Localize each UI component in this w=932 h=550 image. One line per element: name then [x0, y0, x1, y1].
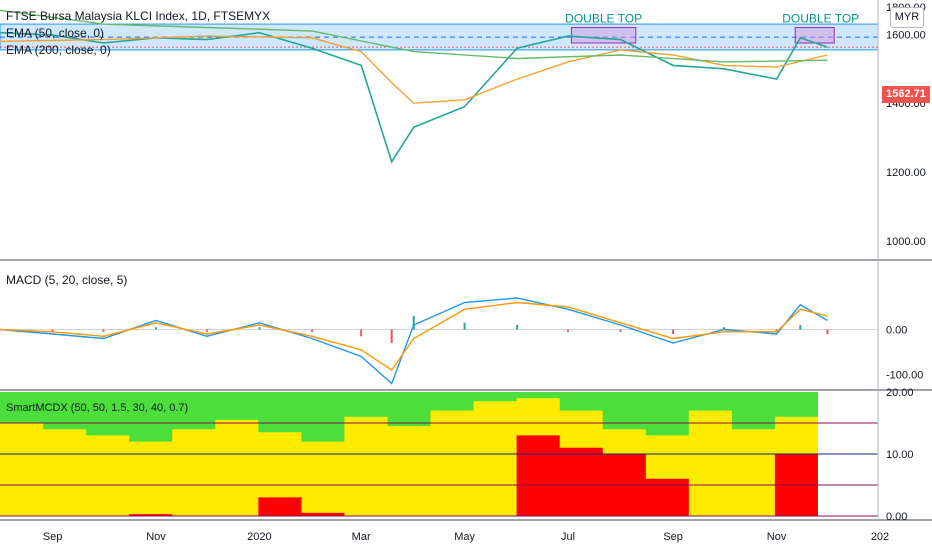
- macd-histogram-bar: [775, 329, 778, 332]
- x-tick-label: 2020: [247, 531, 271, 543]
- x-tick-label: Sep: [663, 531, 683, 543]
- y-tick-label: 1600.00: [886, 29, 926, 41]
- double-top-box: [794, 27, 835, 44]
- y-tick-label: -100.00: [886, 370, 923, 382]
- macd-histogram-bar: [51, 329, 54, 332]
- last-price-tag: 1562.71: [882, 86, 930, 103]
- double-top-label: DOUBLE TOP: [565, 12, 642, 26]
- x-tick-label: May: [454, 531, 475, 543]
- study-ema50: EMA (50, close, 0): [6, 26, 105, 40]
- macd-histogram-bar: [799, 325, 802, 330]
- macd-histogram-bar: [310, 329, 313, 332]
- macd-histogram-bar: [360, 329, 363, 337]
- currency-button[interactable]: MYR: [890, 7, 924, 28]
- macd-histogram-bar: [672, 329, 675, 334]
- macd-line: [0, 297, 828, 385]
- price-pane: DOUBLE TOP DOUBLE TOP: [0, 9, 879, 164]
- macd-histogram-bar: [516, 325, 519, 330]
- y-tick-label: 0.00: [886, 511, 907, 523]
- mcdx-red-area: [0, 435, 818, 516]
- macd-histogram-bar: [463, 322, 466, 330]
- macd-pane: [0, 297, 878, 385]
- macd-histogram-bar: [412, 316, 415, 330]
- x-tick-label: 202: [871, 531, 889, 543]
- macd-histogram-bar: [154, 327, 157, 330]
- x-tick-label: Jul: [561, 531, 575, 543]
- ema50-line: [0, 35, 828, 104]
- chart-title: FTSE Bursa Malaysia KLCI Index, 1D, FTSE…: [6, 9, 271, 23]
- x-tick-label: Nov: [146, 531, 166, 543]
- double-top-box: [570, 27, 637, 44]
- macd-histogram-bar: [567, 329, 570, 332]
- macd-histogram-bar: [619, 329, 622, 332]
- macd-title: MACD (5, 20, close, 5): [6, 273, 128, 287]
- y-tick-label: 20.00: [886, 387, 914, 399]
- study-ema200: EMA (200, close, 0): [6, 43, 111, 57]
- macd-histogram-bar: [826, 329, 829, 334]
- y-tick-label: 0.00: [886, 325, 907, 337]
- macd-histogram-bar: [390, 329, 393, 343]
- macd-histogram-bar: [258, 327, 261, 330]
- macd-histogram-bar: [102, 329, 105, 332]
- macd-histogram-bar: [723, 327, 726, 330]
- macd-histogram-bar: [205, 329, 208, 332]
- legend-mcdx: SmartMCDX (50, 50, 1.5, 30, 40, 0.7): [6, 400, 188, 417]
- y-tick-label: 10.00: [886, 449, 914, 461]
- ema200-line: [0, 9, 828, 63]
- x-tick-label: Nov: [767, 531, 787, 543]
- mcdx-green-area: [0, 392, 818, 442]
- y-tick-label: 1000.00: [886, 236, 926, 248]
- double-top-label: DOUBLE TOP: [782, 12, 859, 26]
- x-tick-label: Mar: [352, 531, 371, 543]
- legend-macd: MACD (5, 20, close, 5): [6, 272, 127, 289]
- x-tick-label: Sep: [43, 531, 63, 543]
- y-tick-label: 1200.00: [886, 167, 926, 179]
- legend-price: FTSE Bursa Malaysia KLCI Index, 1D, FTSE…: [6, 8, 270, 59]
- mcdx-title: SmartMCDX (50, 50, 1.5, 30, 40, 0.7): [6, 402, 189, 414]
- mcdx-pane: [0, 392, 878, 517]
- signal-line: [0, 301, 828, 371]
